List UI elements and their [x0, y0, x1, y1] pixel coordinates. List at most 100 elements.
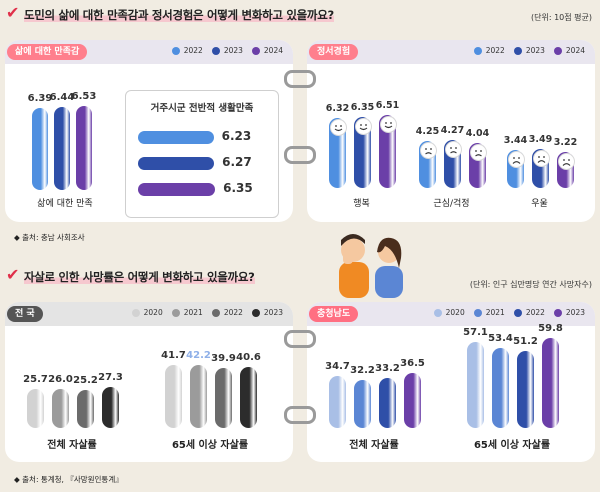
chungnam-value: 33.2 — [375, 363, 400, 375]
binder-ring — [284, 70, 316, 88]
emotion-value: 6.51 — [375, 100, 400, 112]
emotion-value: 4.04 — [465, 127, 490, 139]
national-value: 25.2 — [73, 375, 98, 387]
legend-dot-2022 — [171, 46, 180, 55]
chungnam-bar — [492, 347, 509, 428]
legend-dot-2022 — [473, 46, 482, 55]
section2-title: 자살로 인한 사망률은 어떻게 변화하고 있을까요? — [24, 270, 255, 284]
national-bar — [165, 365, 182, 428]
national-bar — [215, 368, 232, 428]
satisfaction-card: 삶에 대한 만족감 2022 2023 2024 6.39 6.44 6.53 삶에 … — [5, 40, 293, 222]
life-satisfaction-bar — [138, 183, 216, 196]
emotion-bar — [379, 115, 396, 188]
national-legend: 2020 2021 2022 2023 — [131, 308, 283, 317]
life-satisfaction-box: 거주시군 전반적 생활만족 6.23 6.27 6.35 — [125, 90, 279, 218]
legend-dot-2023 — [251, 308, 260, 317]
satisfaction-bar — [32, 107, 48, 190]
satisfaction-value: 6.44 — [49, 92, 75, 104]
smile-face-icon — [355, 118, 372, 136]
chungnam-category-label: 전체 자살률 — [349, 440, 399, 451]
legend-dot-2023 — [513, 46, 522, 55]
emotion-legend: 2022 2023 2024 — [473, 46, 585, 55]
emotion-value: 3.44 — [503, 134, 528, 146]
section1-source: ◆ 출처: 충남 사회조사 — [14, 233, 85, 242]
section2-source: ◆ 출처: 통계청, 『사망원인통계』 — [14, 475, 123, 484]
legend-dot-2020 — [433, 308, 442, 317]
worry-face-icon — [420, 141, 437, 159]
national-value: 40.6 — [236, 352, 261, 364]
national-category-label: 65세 이상 자살률 — [171, 440, 249, 451]
smile-face-icon — [380, 116, 397, 134]
legend-dot-2020 — [131, 308, 140, 317]
smile-face-icon — [330, 118, 347, 136]
binder-ring — [284, 330, 316, 348]
section1-unit: (단위: 10점 평균) — [530, 13, 592, 22]
worried-couple-illustration — [339, 234, 403, 298]
chungnam-legend: 2020 2021 2022 2023 — [433, 308, 585, 317]
emotion-value: 4.25 — [415, 125, 440, 137]
emotion-card: 정서경험 2022 2023 2024 6.32 6.35 6.51 행복 4.25 4.… — [307, 40, 595, 222]
national-value: 39.9 — [211, 353, 236, 365]
life-satisfaction-title: 거주시군 전반적 생활만족 — [150, 103, 254, 114]
life-satisfaction-value: 6.27 — [222, 155, 252, 169]
life-satisfaction-value: 6.23 — [221, 129, 252, 143]
satisfaction-category-label: 삶에 대한 만족 — [37, 199, 93, 209]
emotion-value: 4.27 — [440, 125, 465, 137]
national-category-label: 전체 자살률 — [47, 440, 97, 451]
worry-face-icon — [445, 141, 462, 159]
national-bar — [52, 389, 69, 428]
legend-dot-2021 — [171, 308, 180, 317]
national-bar — [240, 367, 257, 428]
legend-dot-2024 — [553, 46, 562, 55]
chungnam-value: 59.8 — [538, 323, 563, 335]
satisfaction-value: 6.53 — [71, 91, 97, 103]
chungnam-bar — [329, 375, 346, 428]
national-value: 42.2 — [186, 349, 211, 361]
chungnam-bar — [404, 373, 421, 428]
check-icon: ✔ — [6, 3, 20, 22]
binder-ring — [284, 146, 316, 164]
section1-title: 도민의 삶에 대한 만족감과 정서경험은 어떻게 변화하고 있을까요? — [24, 8, 334, 22]
life-satisfaction-bar — [138, 157, 215, 170]
national-bar — [27, 389, 44, 428]
legend-dot-2021 — [473, 308, 482, 317]
sad-face-icon — [558, 153, 575, 171]
worry-face-icon — [470, 143, 487, 161]
national-value: 41.7 — [161, 350, 186, 362]
chungnam-card-header: 충청남도 — [309, 306, 359, 322]
chungnam-bar — [467, 342, 484, 428]
chungnam-value: 53.4 — [488, 332, 513, 344]
chungnam-value: 32.2 — [350, 364, 375, 376]
chungnam-bar — [379, 378, 396, 428]
legend-dot-2023 — [553, 308, 562, 317]
emotion-value: 6.32 — [325, 102, 350, 114]
satisfaction-card-header: 삶에 대한 만족감 — [7, 44, 88, 60]
chungnam-category-label: 65세 이상 자살률 — [473, 440, 551, 451]
emotion-category-label: 우울 — [531, 199, 548, 209]
national-bar — [77, 390, 94, 428]
binder-ring — [284, 406, 316, 424]
national-bar — [190, 364, 207, 428]
emotion-value: 3.22 — [553, 137, 578, 149]
national-bar — [102, 387, 119, 428]
satisfaction-value: 6.39 — [27, 92, 53, 104]
sad-face-icon — [533, 150, 550, 168]
legend-dot-2022 — [211, 308, 220, 317]
chungnam-value: 57.1 — [463, 327, 488, 339]
national-value: 25.7 — [23, 374, 48, 386]
emotion-value: 6.35 — [350, 102, 375, 114]
emotion-card-header: 정서경험 — [309, 44, 359, 60]
life-satisfaction-value: 6.35 — [223, 181, 253, 195]
national-card-header: 전 국 — [7, 306, 43, 322]
emotion-category-label: 행복 — [353, 199, 370, 209]
chungnam-bar — [542, 338, 559, 428]
section2-unit: (단위: 인구 십만명당 연간 사망자수) — [469, 280, 592, 289]
emotion-category-label: 근심/걱정 — [433, 199, 470, 209]
chungnam-card: 충청남도 2020 2021 2022 2023 34.7 32.2 33.2 36.… — [307, 302, 595, 462]
satisfaction-bar — [76, 106, 92, 190]
legend-dot-2024 — [251, 46, 260, 55]
sad-face-icon — [508, 150, 525, 168]
legend-dot-2022 — [513, 308, 522, 317]
chungnam-value: 34.7 — [325, 360, 350, 372]
life-satisfaction-bar — [138, 131, 214, 144]
